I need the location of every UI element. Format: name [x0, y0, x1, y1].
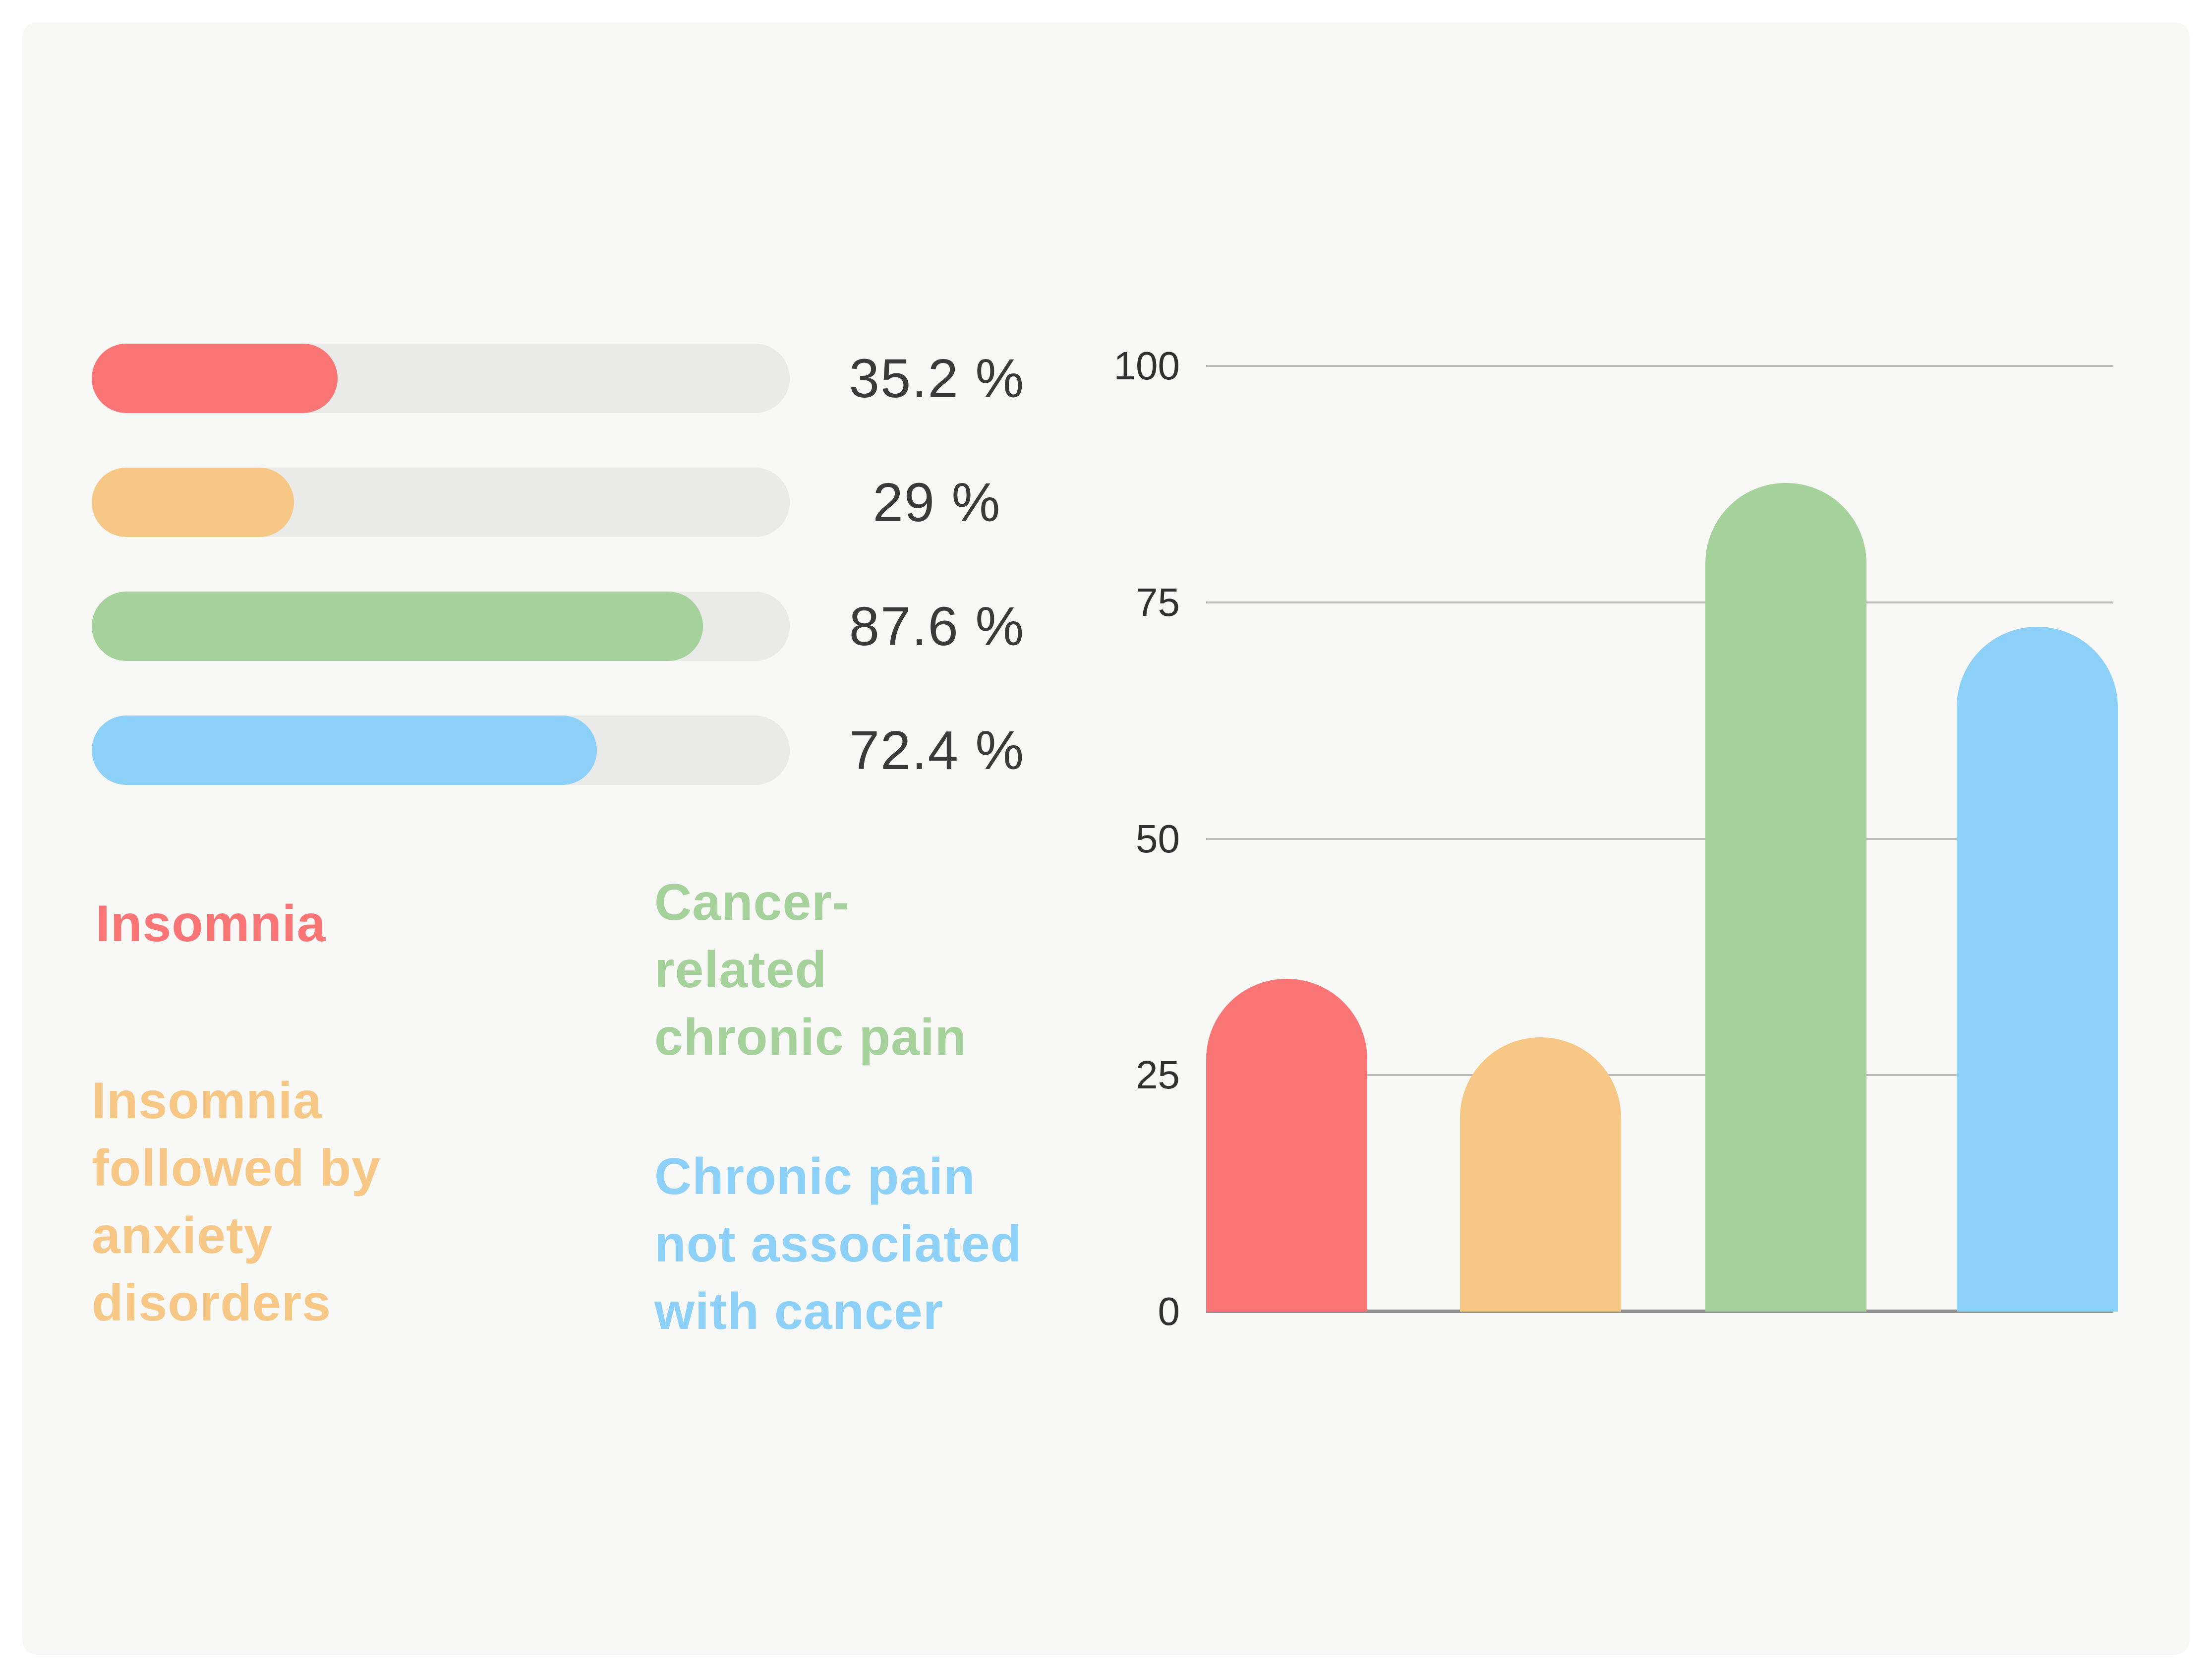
bar-insomnia [1206, 979, 1367, 1312]
progress-track [92, 344, 790, 413]
progress-track [92, 592, 790, 661]
y-gridline [1206, 601, 2113, 603]
legend-item-noncancer-pain: Chronic pain not associated with cancer [654, 1148, 1023, 1340]
progress-fill [92, 468, 294, 537]
y-axis-tick-label: 100 [1113, 344, 1180, 388]
y-axis-tick-label: 0 [1158, 1289, 1180, 1333]
bar-insomnia-anxiety [1460, 1037, 1621, 1312]
progress-track [92, 716, 790, 785]
bar-cancer-related-pain [1705, 483, 1866, 1312]
bar-noncancer-pain [1957, 627, 2118, 1312]
y-axis-tick-label: 75 [1136, 580, 1180, 624]
legend-item-insomnia: Insomnia [96, 895, 326, 953]
progress-value-label: 87.6 % [849, 596, 1025, 657]
legend-item-insomnia-anxiety: Insomnia followed by anxiety disorders [92, 1072, 381, 1332]
y-gridline [1206, 365, 2113, 367]
progress-value-label: 29 % [873, 472, 1001, 533]
progress-value-label: 35.2 % [849, 348, 1025, 409]
progress-fill [92, 716, 597, 785]
y-gridline [1206, 838, 2113, 840]
progress-value-label: 72.4 % [849, 719, 1025, 781]
progress-fill [92, 592, 703, 661]
y-gridline [1206, 1074, 2113, 1077]
progress-track [92, 468, 790, 537]
progress-fill [92, 344, 338, 413]
legend-item-cancer-related-pain: Cancer- related chronic pain [654, 874, 967, 1066]
x-axis-line [1206, 1310, 2113, 1313]
y-axis-tick-label: 25 [1136, 1053, 1180, 1097]
y-axis-tick-label: 50 [1136, 816, 1180, 861]
